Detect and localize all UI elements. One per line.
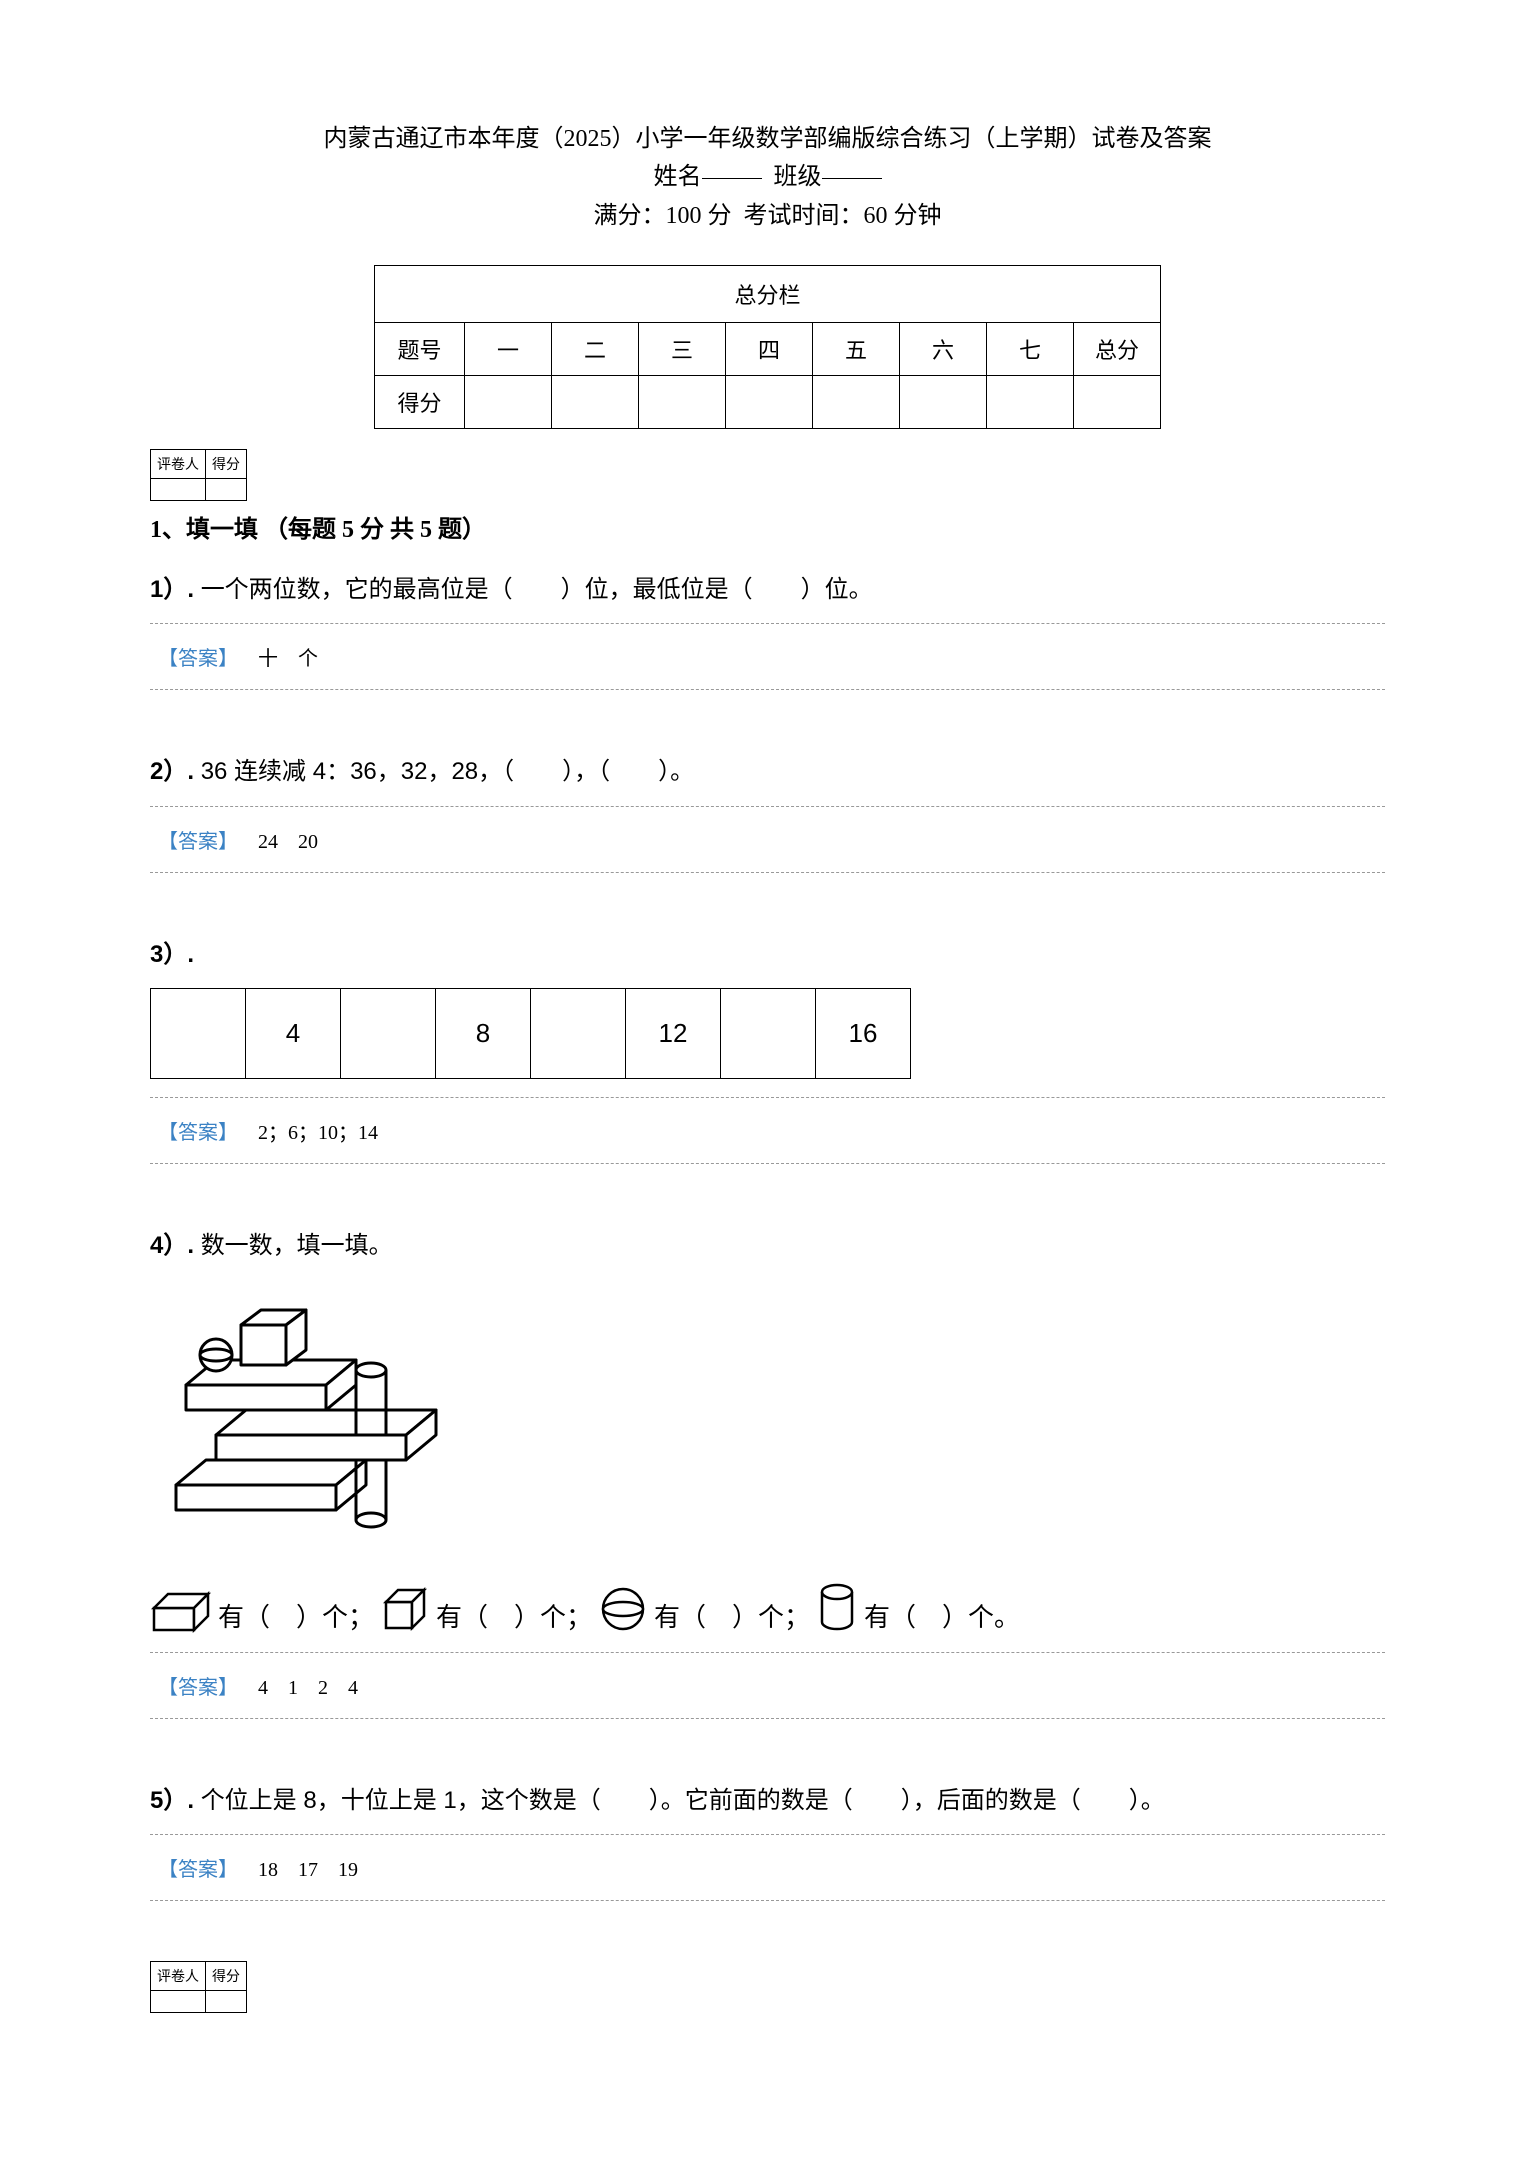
score-time-line: 满分：100 分 考试时间：60 分钟 [150, 197, 1385, 235]
document-header: 内蒙古通辽市本年度（2025）小学一年级数学部编版综合练习（上学期）试卷及答案 … [150, 120, 1385, 235]
shapes-stack-figure [156, 1285, 1385, 1550]
answer-4: 【答案】 4 1 2 4 [150, 1652, 1385, 1719]
name-blank [702, 178, 762, 179]
answer-label: 【答案】 [158, 1859, 238, 1881]
answer-3: 【答案】 2；6；10；14 [150, 1097, 1385, 1164]
name-class-line: 姓名 班级 [150, 158, 1385, 196]
answer-5: 【答案】 18 17 19 [150, 1834, 1385, 1901]
grader-box: 评卷人得分 [150, 449, 247, 501]
score-table-header-row: 题号 一 二 三 四 五 六 七 总分 [375, 323, 1161, 376]
question-4-shape-line: 有（ ）个； 有（ ）个； 有（ ）个； 有（ ）个。 [150, 1580, 1385, 1634]
question-3: 3）. [150, 933, 1385, 976]
answer-label: 【答案】 [158, 1677, 238, 1699]
grader-box-2: 评卷人得分 [150, 1961, 247, 2013]
class-blank [822, 178, 882, 179]
score-table: 总分栏 题号 一 二 三 四 五 六 七 总分 得分 [374, 265, 1161, 429]
document-title: 内蒙古通辽市本年度（2025）小学一年级数学部编版综合练习（上学期）试卷及答案 [150, 120, 1385, 158]
cylinder-icon [816, 1580, 858, 1634]
cuboid-icon [150, 1590, 212, 1634]
sphere-icon [598, 1584, 648, 1634]
answer-1: 【答案】 十 个 [150, 623, 1385, 690]
cube-icon [380, 1584, 430, 1634]
question-2: 2）. 36 连续减 4：36，32，28，（ ），（ ）。 [150, 750, 1385, 793]
answer-label: 【答案】 [158, 1122, 238, 1144]
stacked-shapes-icon [156, 1285, 466, 1545]
question-4: 4）. 数一数，填一填。 [150, 1224, 1385, 1267]
answer-label: 【答案】 [158, 831, 238, 853]
question-3-table: 4 8 12 16 [150, 988, 911, 1079]
section-1-title: 1、填一填 （每题 5 分 共 5 题） [150, 509, 1385, 544]
answer-2: 【答案】 24 20 [150, 806, 1385, 873]
answer-label: 【答案】 [158, 648, 238, 670]
question-5: 5）. 个位上是 8，十位上是 1，这个数是（ ）。它前面的数是（ ），后面的数… [150, 1779, 1385, 1822]
question-1: 1）. 一个两位数，它的最高位是（ ）位，最低位是（ ）位。 [150, 568, 1385, 611]
score-table-caption: 总分栏 [374, 265, 1161, 322]
score-table-score-row: 得分 [375, 376, 1161, 429]
